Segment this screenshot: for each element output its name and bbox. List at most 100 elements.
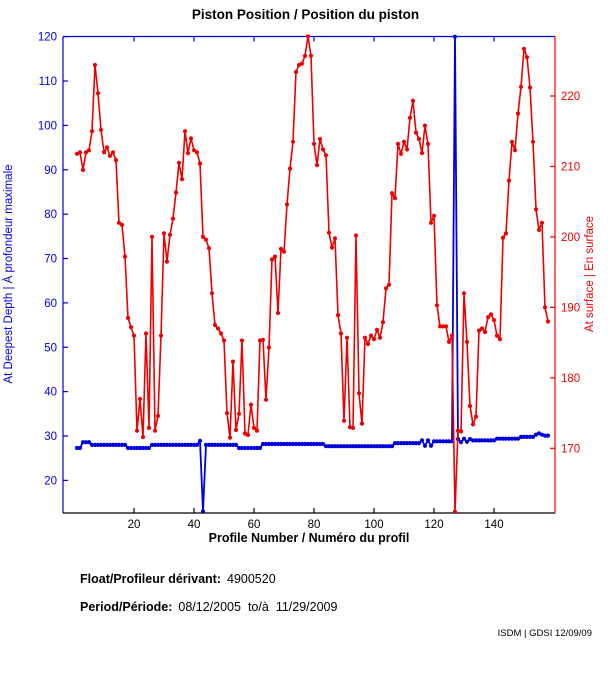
left-series-marker [509,436,515,441]
right-series-marker [314,163,320,168]
left-series-marker [185,442,191,447]
right-tick-label: 170 [561,443,580,455]
left-series-marker [401,441,407,446]
right-series-marker [383,286,389,291]
left-series-marker [104,442,110,447]
left-series-marker [500,436,506,441]
left-tick-label: 110 [39,76,57,88]
right-series-marker [461,291,467,296]
left-series-marker [359,444,365,449]
left-series-marker [446,439,452,444]
left-tick-label: 50 [44,342,57,354]
left-series-marker [77,445,83,451]
right-series-marker [140,434,146,440]
left-series-marker [434,439,440,444]
right-series-marker [200,234,206,239]
right-series-marker [521,46,527,51]
left-series-marker [266,441,272,447]
right-series-marker [215,326,221,331]
right-tick-label: 190 [561,302,580,314]
left-series-marker [272,441,278,447]
left-series-marker [497,436,503,441]
left-series-marker [107,442,113,447]
left-series-marker [158,442,164,447]
right-series-marker [458,429,464,434]
left-series-marker [377,444,383,449]
left-series-marker [83,440,89,445]
left-series-marker [143,445,149,451]
right-series-marker [77,150,83,155]
right-series-marker [446,339,452,344]
left-series-marker [191,442,197,447]
right-series-marker [218,331,224,336]
x-tick-label: 140 [484,519,503,531]
left-series-marker [194,442,200,447]
right-tick-label: 210 [561,161,580,173]
right-series-marker [332,236,338,241]
left-series-marker [308,441,314,447]
right-series-marker [512,148,518,153]
right-series-marker [254,428,260,433]
right-series-marker [212,322,218,328]
right-series-marker [110,150,116,155]
float-label: Float/Profileur dérivant: [80,572,221,586]
right-series-marker [278,246,284,251]
right-series-marker [428,220,434,225]
left-series-marker [278,441,284,447]
right-series-marker [209,291,215,296]
left-y-axis-label: At Deepest Depth | À profondeur maximale [3,164,15,384]
right-series-marker [89,129,95,134]
right-series-marker [359,421,365,426]
right-series-marker [263,397,269,402]
right-series-marker [185,151,191,156]
piston-position-chart: 20 40 60 80 100 120 140 20 30 40 50 60 70 80 90 100 110 1… [38,32,580,531]
right-series-marker [251,425,257,430]
right-series-marker [539,220,545,225]
left-series-marker [215,442,221,447]
right-series-marker [299,61,305,66]
left-series-marker [530,434,536,439]
right-series-marker [182,129,188,134]
left-series-marker [176,442,182,447]
left-series-marker [506,436,512,441]
left-series-marker [179,442,185,447]
right-series [74,34,551,513]
right-series-marker [317,136,323,142]
left-series-marker [473,438,479,443]
right-series-marker [425,141,431,146]
right-series-marker [416,136,422,142]
right-tick-label: 180 [561,373,580,385]
left-series-marker [188,442,194,447]
left-series-marker [173,442,179,447]
left-series-marker [317,441,323,447]
left-series-marker [269,441,275,447]
left-tick-label: 120 [38,32,57,44]
right-series-marker [380,320,386,325]
right-series-marker [452,509,458,513]
left-series-marker [110,442,116,447]
left-series-marker [353,444,359,449]
left-series-marker [140,445,146,451]
right-series-marker [326,230,332,235]
left-series [74,34,551,513]
left-series-marker [386,444,392,449]
left-series-marker [404,441,410,446]
right-series-marker [221,338,227,343]
right-series-marker [122,254,128,259]
left-series-marker [89,442,95,447]
left-series-marker [410,441,416,446]
right-series-marker [197,161,203,166]
left-series-marker [86,440,92,445]
chart-title: Piston Position / Position du piston [191,7,420,22]
right-series-marker [395,141,401,146]
left-series-marker [362,444,368,449]
right-series-marker [116,220,122,225]
right-series-marker [176,160,182,165]
left-series-marker [290,441,296,447]
left-series-marker [383,444,389,449]
right-series-marker [272,254,278,259]
x-tick-label: 20 [128,519,141,531]
right-series-marker [320,147,326,152]
left-series-marker [518,434,524,439]
left-series-marker [461,436,467,441]
